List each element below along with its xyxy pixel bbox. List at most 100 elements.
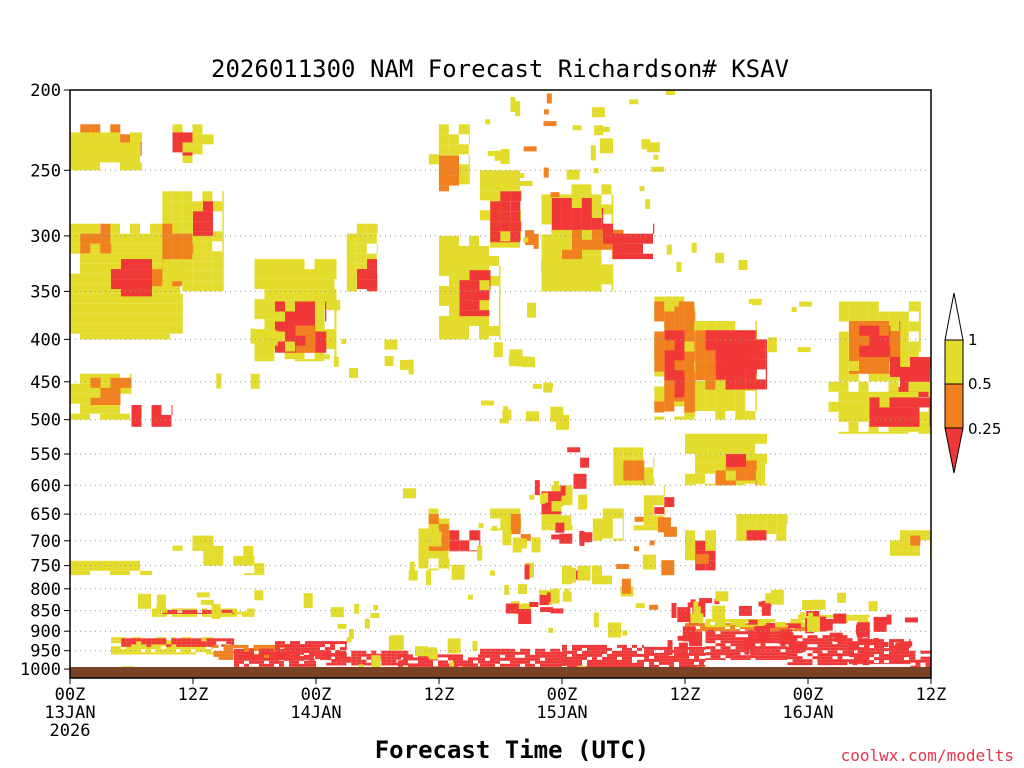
heatmap-cell — [90, 273, 100, 284]
heatmap-cell — [140, 303, 150, 314]
heatmap-cell — [499, 335, 501, 340]
heatmap-cell — [561, 234, 572, 245]
heatmap-band-cell — [206, 638, 212, 642]
heatmap-cell — [180, 323, 183, 334]
heatmap-band-cell — [176, 638, 182, 642]
heatmap-band-cell — [226, 638, 232, 642]
heatmap-band-cell — [710, 637, 716, 641]
heatmap-band-cell — [550, 657, 555, 661]
heatmap-band-cell — [725, 655, 731, 659]
heatmap-cell — [745, 453, 755, 464]
heatmap-cell — [643, 505, 654, 516]
heatmap-scatter-cell — [608, 622, 621, 638]
heatmap-band-cell — [740, 640, 746, 644]
heatmap-cell — [70, 223, 80, 234]
heatmap-band-cell — [720, 640, 726, 644]
heatmap-cell — [674, 321, 685, 332]
heatmap-cell — [908, 341, 919, 352]
credit-link[interactable]: coolwx.com/modelts — [841, 746, 1014, 765]
heatmap-band-cell — [699, 646, 704, 650]
heatmap-cell — [325, 311, 327, 322]
heatmap-band-cell — [234, 663, 239, 667]
heatmap-band-cell — [894, 639, 899, 643]
heatmap-cell — [90, 162, 100, 171]
heatmap-cell — [80, 162, 90, 171]
heatmap-cell — [510, 221, 521, 232]
heatmap-cell — [928, 391, 931, 402]
heatmap-band-cell — [710, 649, 716, 653]
heatmap-cell — [469, 235, 479, 246]
heatmap-cell — [479, 275, 489, 286]
heatmap-band-cell — [315, 641, 320, 645]
heatmap-band-cell — [166, 649, 171, 653]
heatmap-band-cell — [700, 629, 705, 632]
heatmap-cell — [910, 530, 920, 541]
heatmap-cell — [131, 279, 141, 290]
heatmap-band-cell — [745, 631, 751, 635]
heatmap-band-cell — [785, 646, 788, 650]
chart-title: 2026011300 NAM Forecast Richardson# KSAV — [211, 55, 789, 83]
heatmap-scatter-cell — [333, 356, 339, 367]
heatmap-cell — [920, 530, 930, 541]
heatmap-band-cell — [720, 625, 726, 628]
heatmap-cell — [572, 249, 582, 260]
heatmap-cell — [110, 397, 121, 405]
heatmap-cell — [888, 431, 899, 434]
heatmap-cell — [480, 170, 490, 181]
heatmap-band-cell — [330, 641, 335, 645]
heatmap-scatter-cell — [895, 642, 909, 653]
heatmap-band-cell — [141, 652, 146, 655]
heatmap-band-cell — [351, 653, 357, 657]
heatmap-band-cell — [259, 651, 264, 655]
heatmap-cell — [448, 558, 450, 569]
heatmap-cell — [674, 330, 685, 341]
heatmap-band-cell — [852, 647, 858, 651]
heatmap-band-cell — [797, 662, 803, 666]
heatmap-cell — [541, 234, 552, 245]
heatmap-band-cell — [642, 653, 644, 657]
heatmap-band-cell — [326, 656, 332, 660]
heatmap-band-cell — [550, 648, 555, 652]
heatmap-cell — [909, 417, 920, 427]
heatmap-cell — [140, 253, 150, 264]
heatmap-band-cell — [920, 656, 926, 660]
heatmap-cell — [561, 515, 572, 526]
heatmap-scatter-cell — [346, 637, 352, 643]
heatmap-cell — [274, 279, 285, 290]
heatmap-band-cell — [371, 650, 377, 654]
heatmap-band-cell — [735, 655, 741, 659]
heatmap-band-cell — [879, 660, 884, 664]
heatmap-cell — [459, 280, 470, 291]
heatmap-band-cell — [121, 641, 127, 645]
heatmap-cell — [70, 132, 80, 143]
heatmap-band-cell — [480, 651, 485, 655]
heatmap-cell — [765, 379, 768, 390]
heatmap-cell — [694, 371, 696, 382]
heatmap-band-cell — [453, 654, 458, 658]
heatmap-band-cell — [649, 646, 654, 650]
heatmap-cell — [222, 191, 224, 202]
heatmap-cell — [172, 201, 183, 212]
heatmap-cell — [622, 528, 624, 539]
heatmap-band-cell — [243, 647, 249, 651]
heatmap-cell — [908, 391, 919, 402]
heatmap-cell — [838, 351, 849, 362]
heatmap-cell — [366, 233, 377, 244]
heatmap-cell — [726, 454, 736, 464]
heatmap-cell — [151, 289, 152, 297]
heatmap-cell — [695, 370, 706, 381]
heatmap-band-cell — [915, 659, 921, 663]
heatmap-band-cell — [152, 614, 157, 617]
heatmap-band-cell — [755, 652, 761, 656]
heatmap-band-cell — [780, 655, 786, 659]
heatmap-band-cell — [730, 622, 736, 625]
heatmap-cell — [192, 241, 203, 252]
heatmap-cell — [100, 233, 111, 244]
heatmap-cell — [140, 293, 150, 304]
heatmap-band-cell — [341, 659, 347, 663]
heatmap-band-cell — [874, 648, 879, 652]
heatmap-cell — [182, 281, 193, 292]
heatmap-cell — [601, 264, 612, 275]
heatmap-band-cell — [817, 653, 823, 657]
heatmap-cell — [202, 535, 213, 546]
